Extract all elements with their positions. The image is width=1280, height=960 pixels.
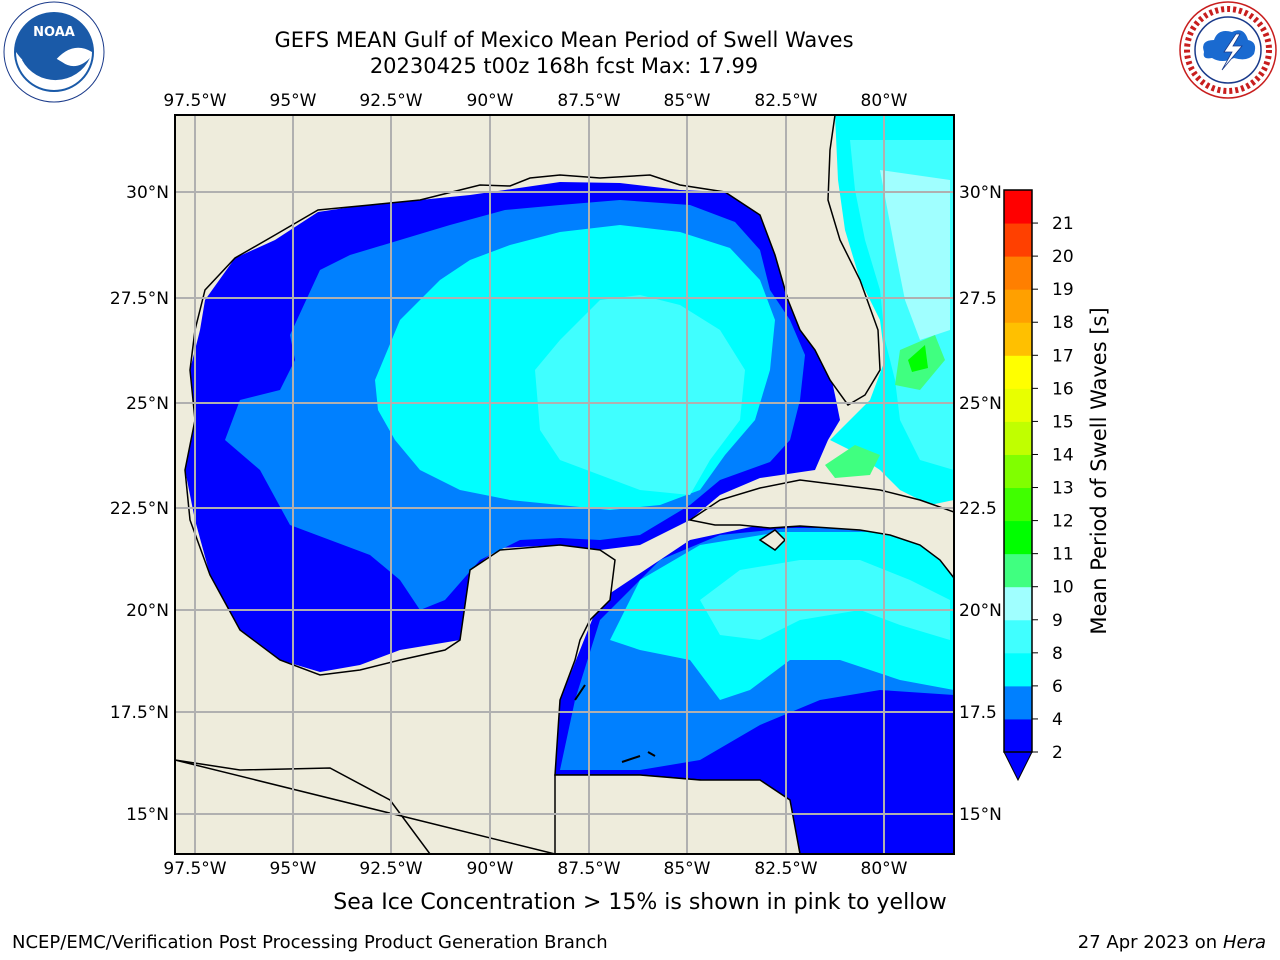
top-longitude-labels: 97.5°W 95°W 92.5°W 90°W 87.5°W 85°W 82.5… (163, 91, 907, 111)
land-cuba (688, 479, 954, 580)
map-title: GEFS MEAN Gulf of Mexico Mean Period of … (274, 28, 854, 52)
coast-caribbean-islands (574, 684, 656, 763)
colorbar-tick-label: 13 (1052, 479, 1074, 499)
bottom-lon-label: 80°W (861, 859, 908, 879)
top-lon-label: 87.5°W (557, 91, 620, 111)
bottom-lon-label: 97.5°W (163, 859, 226, 879)
bottom-longitude-labels: 97.5°W 95°W 92.5°W 90°W 87.5°W 85°W 82.5… (163, 859, 907, 879)
map-subtitle: 20230425 t00z 168h fcst Max: 17.99 (369, 54, 759, 78)
left-lat-label: 25°N (126, 394, 169, 414)
colorbar-tick-label: 9 (1052, 611, 1063, 631)
colorbar-tick-label: 2 (1052, 743, 1063, 763)
colorbar-tick-label: 14 (1052, 445, 1074, 465)
top-lon-label: 92.5°W (359, 91, 422, 111)
left-lat-label: 22.5°N (110, 499, 169, 519)
colorbar-segment (1004, 685, 1032, 720)
colorbar-extend-arrow (1003, 751, 1033, 782)
left-latitude-labels: 30°N 27.5°N 25°N 22.5°N 20°N 17.5°N 15°N (110, 183, 169, 825)
colorbar-tick-label: 8 (1052, 644, 1063, 664)
colorbar-title: Mean Period of Swell Waves [s] (1087, 307, 1111, 634)
footer-host: Hera (1222, 932, 1266, 953)
right-lat-label: 30°N (959, 183, 1002, 203)
colorbar-segment (1004, 652, 1032, 687)
colorbar-segment (1004, 553, 1032, 588)
bottom-lon-label: 90°W (467, 859, 514, 879)
top-lon-label: 85°W (664, 91, 711, 111)
left-lat-label: 20°N (126, 601, 169, 621)
top-lon-label: 90°W (467, 91, 514, 111)
colorbar-tick-label: 12 (1052, 512, 1074, 532)
footer-date: 27 Apr 2023 on Hera (1078, 932, 1266, 953)
nws-logo (1179, 1, 1277, 99)
footer-credit: NCEP/EMC/Verification Post Processing Pr… (12, 932, 608, 953)
right-lat-label: 20°N (959, 601, 1002, 621)
colorbar-segment (1004, 454, 1032, 489)
bottom-lon-label: 82.5°W (754, 859, 817, 879)
colorbar: 2 4 6 8 9 10 11 12 13 14 15 16 17 18 19 20 21 (1003, 189, 1074, 782)
colorbar-tick-label: 10 (1052, 578, 1074, 598)
colorbar-segment (1004, 289, 1032, 323)
colorbar-segment (1004, 355, 1032, 389)
left-lat-label: 15°N (126, 805, 169, 825)
colorbar-tick-label: 18 (1052, 313, 1074, 333)
colorbar-segment (1004, 190, 1032, 224)
left-lat-label: 27.5°N (110, 289, 169, 309)
colorbar-segment (1004, 718, 1032, 753)
top-lon-label: 97.5°W (163, 91, 226, 111)
colorbar-segment (1004, 520, 1032, 555)
colorbar-tick-label: 19 (1052, 280, 1074, 300)
colorbar-segment (1004, 256, 1032, 290)
left-lat-label: 17.5°N (110, 703, 169, 723)
right-latitude-labels: 30°N 27.5 25°N 22.5 20°N 17.5 15°N (959, 183, 1002, 825)
colorbar-tick-label: 16 (1052, 379, 1074, 399)
graticule (175, 115, 954, 854)
left-lat-label: 30°N (126, 183, 169, 203)
colorbar-segment (1004, 223, 1032, 257)
noaa-logo-text: NOAA (33, 25, 75, 40)
colorbar-segment (1004, 586, 1032, 621)
colorbar-tick-label: 17 (1052, 346, 1074, 366)
colorbar-tick-label: 21 (1052, 214, 1074, 234)
bottom-lon-label: 95°W (270, 859, 317, 879)
right-lat-label: 15°N (959, 805, 1002, 825)
map-area (175, 115, 954, 854)
colorbar-frame (1003, 189, 1033, 753)
bottom-lon-label: 87.5°W (557, 859, 620, 879)
right-lat-label: 22.5 (959, 499, 997, 519)
colorbar-tick-label: 6 (1052, 677, 1063, 697)
right-lat-label: 17.5 (959, 703, 997, 723)
sea-ice-note: Sea Ice Concentration > 15% is shown in … (333, 890, 947, 915)
top-lon-label: 82.5°W (754, 91, 817, 111)
colorbar-tick-label: 11 (1052, 545, 1074, 565)
bottom-lon-label: 92.5°W (359, 859, 422, 879)
map-frame (174, 114, 955, 855)
colorbar-tick-label: 20 (1052, 247, 1074, 267)
colorbar-segment (1004, 619, 1032, 654)
colorbar-tick-label: 4 (1052, 710, 1063, 730)
swell-contour-caribbean-8-9 (700, 560, 950, 640)
colorbar-segment (1004, 322, 1032, 356)
land-central-america (175, 759, 801, 854)
colorbar-segment (1004, 421, 1032, 455)
top-lon-label: 80°W (861, 91, 908, 111)
right-lat-label: 27.5 (959, 289, 997, 309)
colorbar-segment (1004, 487, 1032, 522)
noaa-logo: NOAA (3, 1, 105, 103)
swell-contour-8-9-gulf (535, 295, 745, 495)
bottom-lon-label: 85°W (664, 859, 711, 879)
swell-contour-atlantic-11-12 (908, 345, 928, 372)
colorbar-segment (1004, 388, 1032, 422)
colorbar-tick-label: 15 (1052, 412, 1074, 432)
top-lon-label: 95°W (270, 91, 317, 111)
footer-date-text: 27 Apr 2023 on (1077, 932, 1223, 953)
right-lat-label: 25°N (959, 394, 1002, 414)
